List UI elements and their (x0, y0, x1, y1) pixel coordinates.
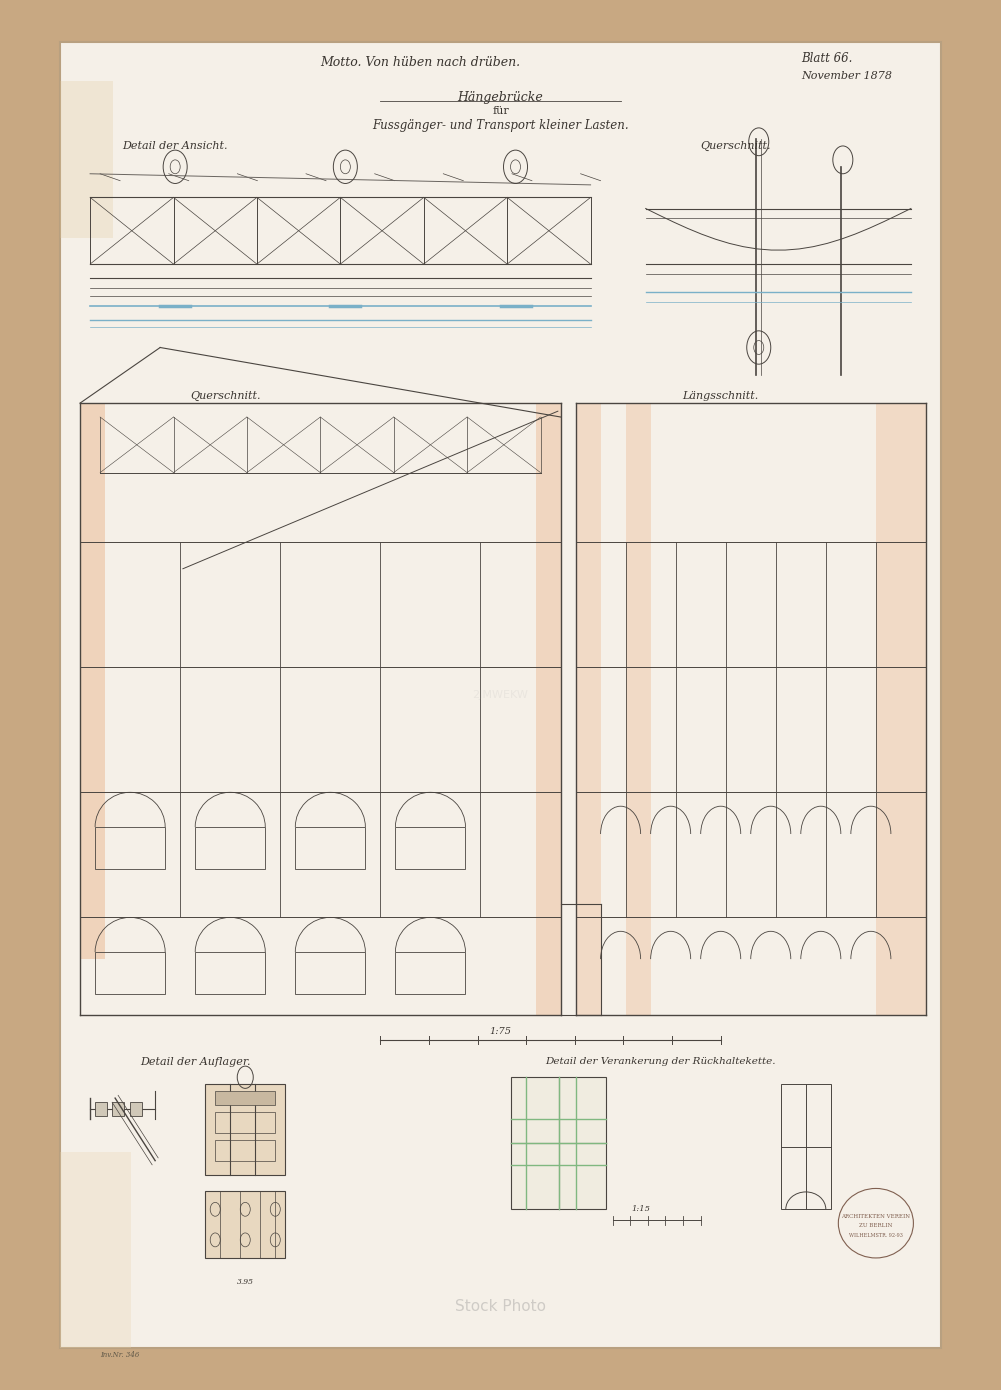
Text: Längsschnitt.: Längsschnitt. (683, 391, 759, 402)
Bar (536, 403, 561, 1015)
Text: Hängebrücke: Hängebrücke (457, 90, 544, 104)
Bar (80, 403, 105, 959)
Text: 1:15: 1:15 (632, 1205, 650, 1213)
Bar (511, 1077, 606, 1209)
Bar (95, 827, 165, 869)
Text: Querschnitt.: Querschnitt. (701, 140, 771, 152)
Bar (395, 952, 465, 994)
Bar (901, 403, 926, 1015)
Bar (205, 1084, 285, 1175)
Bar (215, 1140, 275, 1161)
Bar (295, 827, 365, 869)
FancyBboxPatch shape (60, 81, 113, 238)
Bar (195, 952, 265, 994)
Text: Detail der Auflager.: Detail der Auflager. (140, 1056, 250, 1068)
Bar (576, 403, 601, 1015)
Text: Blatt 66.: Blatt 66. (801, 51, 852, 65)
Text: Detail der Verankerung der Rückhaltekette.: Detail der Verankerung der Rückhaltekett… (546, 1058, 776, 1066)
Bar (205, 1191, 285, 1258)
Text: Querschnitt.: Querschnitt. (190, 391, 260, 402)
Bar (95, 1102, 107, 1116)
Bar (130, 1102, 142, 1116)
FancyBboxPatch shape (60, 42, 941, 1348)
Bar (626, 403, 651, 1015)
Text: Inv.Nr. 346: Inv.Nr. 346 (100, 1351, 139, 1359)
Text: Fussgänger- und Transport kleiner Lasten.: Fussgänger- und Transport kleiner Lasten… (372, 118, 629, 132)
Text: 1:75: 1:75 (489, 1027, 512, 1036)
Text: Stock Photo: Stock Photo (455, 1300, 546, 1314)
Text: ZU BERLIN: ZU BERLIN (859, 1223, 893, 1229)
Bar (395, 827, 465, 869)
Bar (95, 952, 165, 994)
Text: Detail der Ansicht.: Detail der Ansicht. (122, 140, 228, 152)
Text: WILHELMSTR. 92-93: WILHELMSTR. 92-93 (849, 1233, 903, 1238)
Text: Motto. Von hüben nach drüben.: Motto. Von hüben nach drüben. (320, 56, 521, 70)
Text: für: für (492, 106, 509, 117)
FancyBboxPatch shape (60, 1152, 130, 1348)
Bar (195, 827, 265, 869)
Text: 3.95: 3.95 (237, 1277, 253, 1286)
Text: November 1878: November 1878 (801, 71, 892, 82)
Bar (210, 1084, 220, 1175)
Bar (215, 1112, 275, 1133)
Text: ARCHITEKTEN VEREIN: ARCHITEKTEN VEREIN (842, 1213, 910, 1219)
Bar (876, 403, 901, 1015)
Bar (295, 952, 365, 994)
Bar (781, 1084, 831, 1209)
Text: 2JMWEKW: 2JMWEKW (472, 689, 529, 701)
Bar (215, 1091, 275, 1105)
Bar (112, 1102, 124, 1116)
